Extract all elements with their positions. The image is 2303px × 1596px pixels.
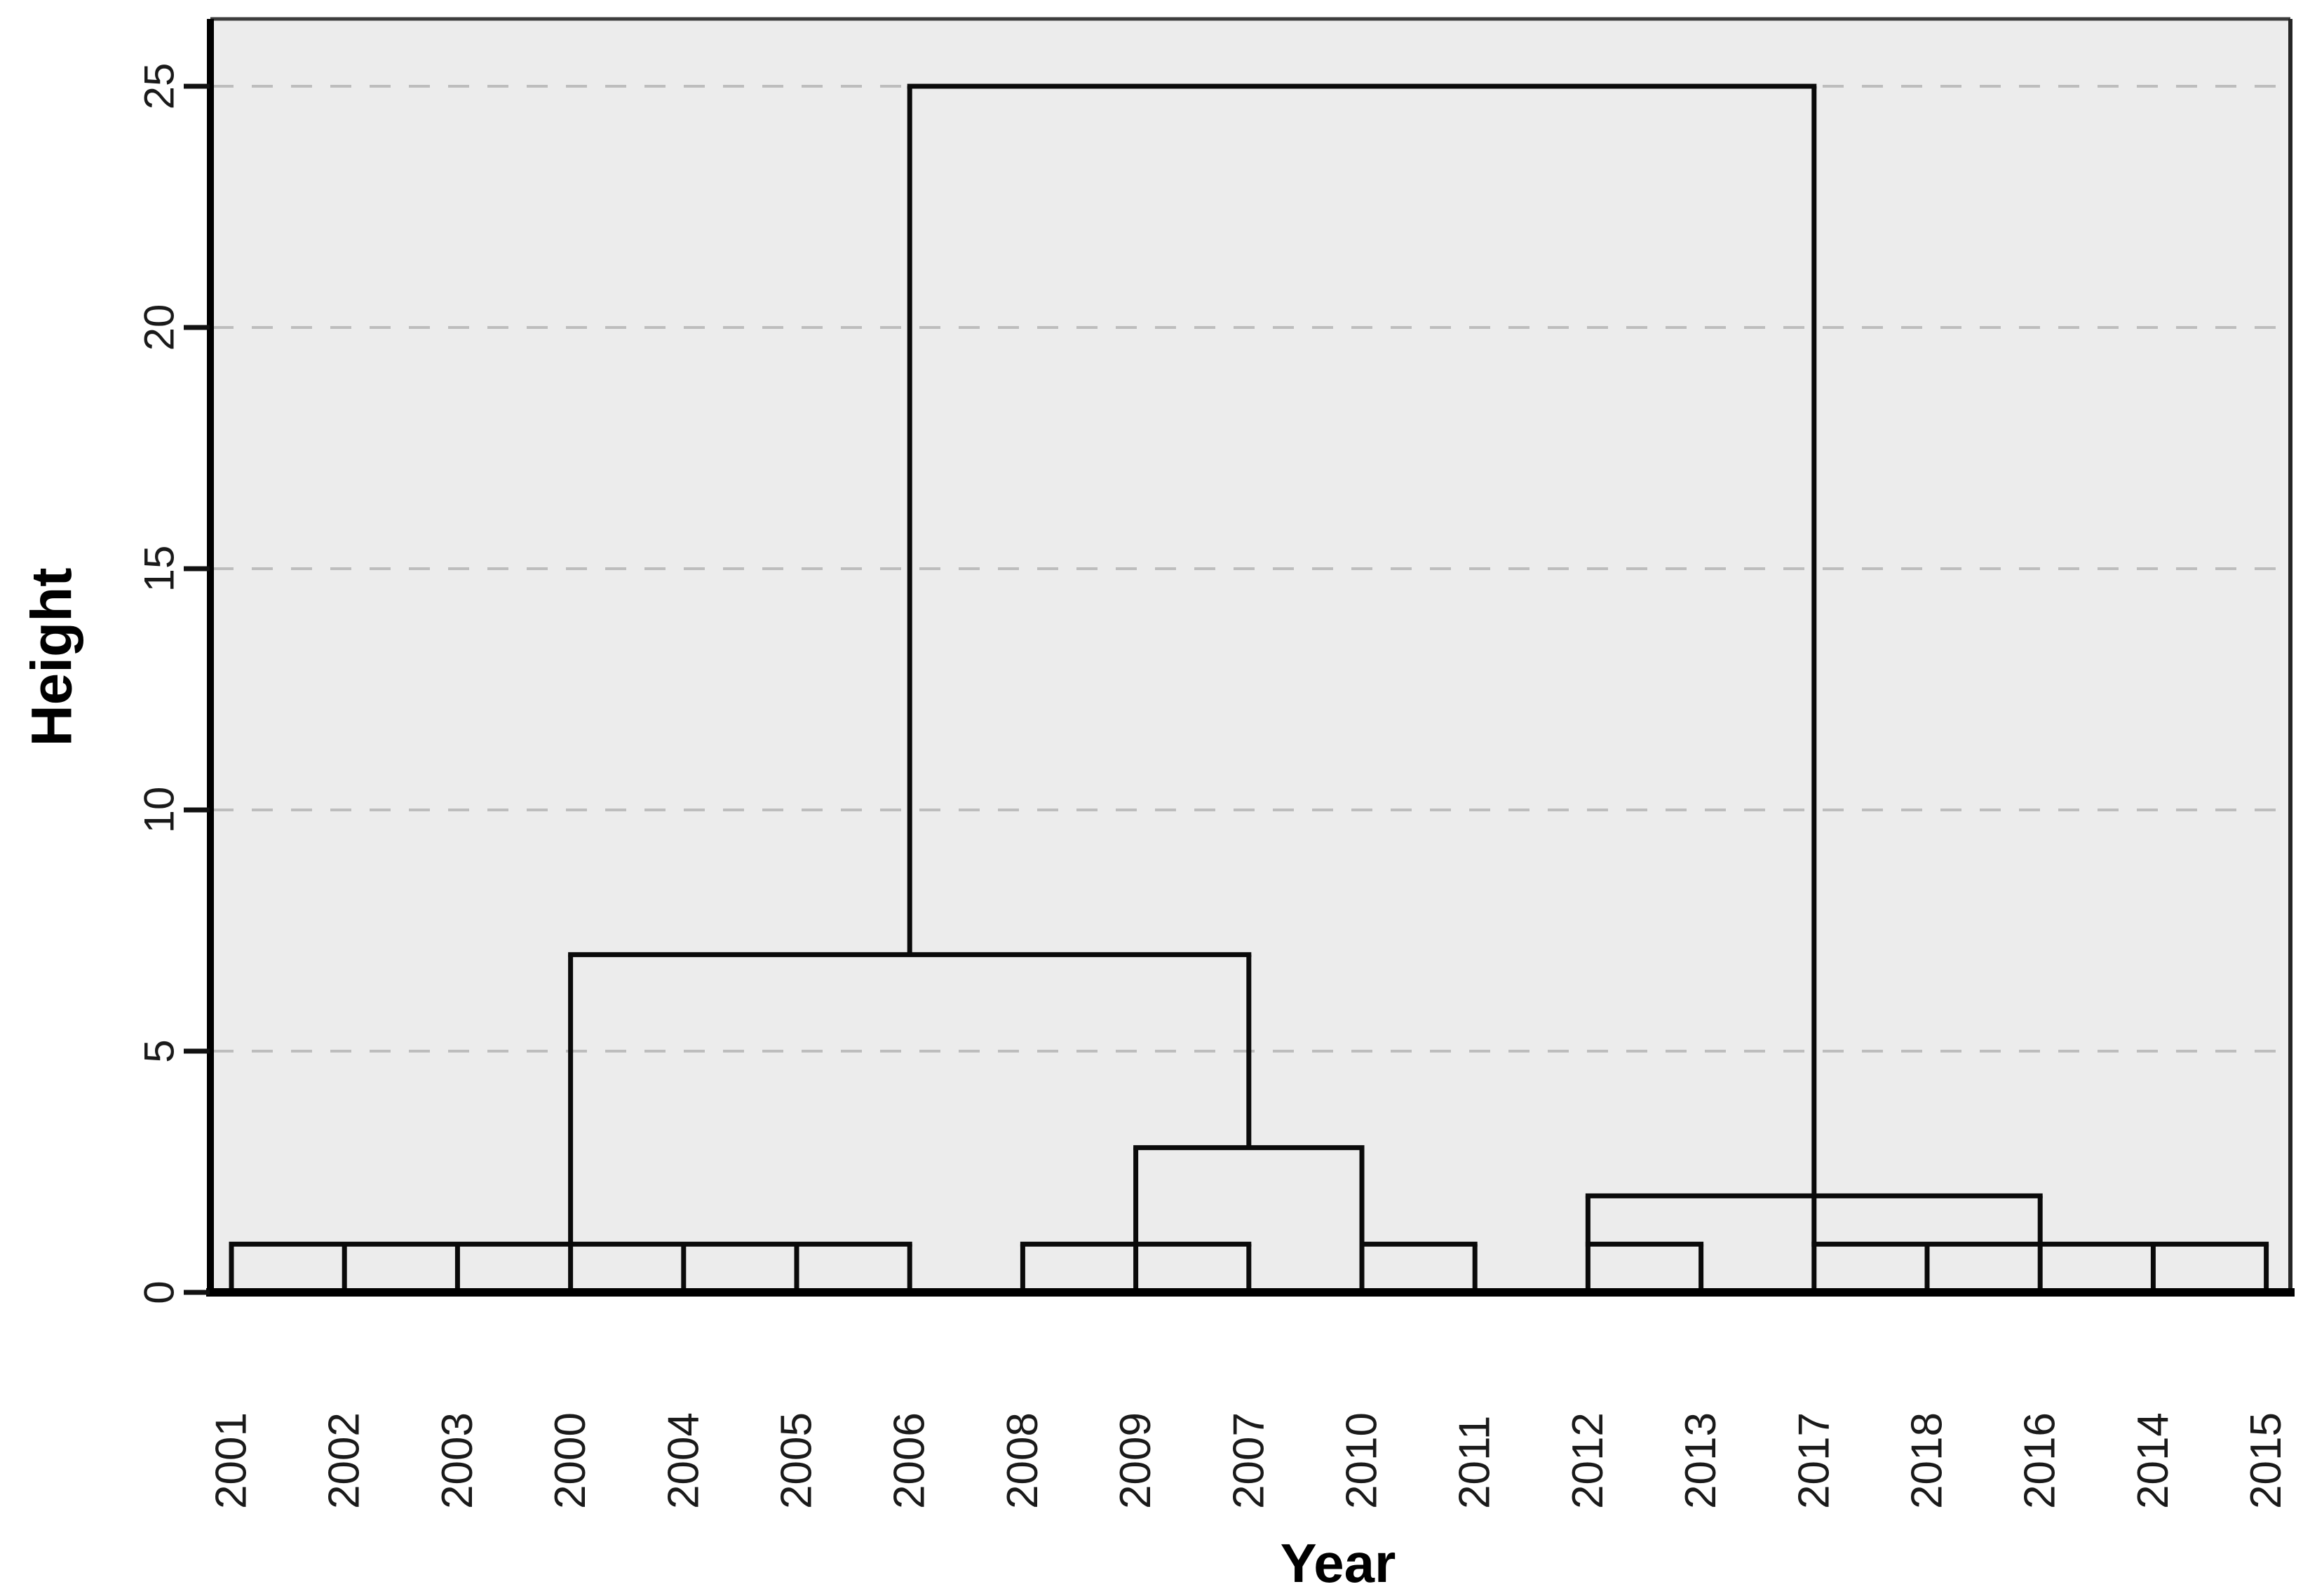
y-axis-ticks <box>184 83 210 1295</box>
x-leaf-label-2014: 2014 <box>2129 1412 2177 1509</box>
x-axis-title: Year <box>1281 1532 1396 1594</box>
x-leaf-label-2018: 2018 <box>1903 1412 1952 1509</box>
dendrogram-links <box>229 83 2269 1292</box>
x-leaf-label-2008: 2008 <box>999 1412 1047 1509</box>
x-leaf-label-2017: 2017 <box>1790 1412 1838 1509</box>
plot-frame <box>206 17 2295 1297</box>
y-tick-label-15: 15 <box>136 546 183 593</box>
y-tick-label-5: 5 <box>136 1039 183 1062</box>
x-leaf-label-2004: 2004 <box>659 1412 708 1509</box>
x-leaf-label-2016: 2016 <box>2016 1412 2065 1509</box>
x-leaf-label-2002: 2002 <box>320 1412 369 1509</box>
y-tick-label-20: 20 <box>136 304 183 351</box>
x-leaf-label-2015: 2015 <box>2242 1412 2290 1509</box>
x-leaf-label-2000: 2000 <box>546 1412 595 1509</box>
x-leaf-label-2006: 2006 <box>886 1412 934 1509</box>
y-tick-label-0: 0 <box>136 1280 183 1304</box>
x-axis-leaf-labels: 2001 2002 2003 2000 2004 2005 2006 2008 2009 2007… <box>208 1412 2291 1509</box>
y-axis-title: Height <box>20 567 84 746</box>
x-leaf-label-2009: 2009 <box>1112 1412 1160 1509</box>
y-axis-tick-labels: 0 5 10 15 20 25 <box>136 63 183 1304</box>
y-tick-label-10: 10 <box>136 787 183 834</box>
x-leaf-label-2001: 2001 <box>208 1412 256 1509</box>
x-leaf-label-2005: 2005 <box>773 1412 821 1509</box>
x-leaf-label-2003: 2003 <box>433 1412 482 1509</box>
x-leaf-label-2007: 2007 <box>1224 1412 1273 1509</box>
x-leaf-label-2011: 2011 <box>1451 1416 1499 1509</box>
x-leaf-label-2012: 2012 <box>1564 1412 1612 1509</box>
x-leaf-label-2010: 2010 <box>1338 1412 1386 1509</box>
y-tick-label-25: 25 <box>136 63 183 110</box>
x-leaf-label-2013: 2013 <box>1677 1412 1725 1509</box>
